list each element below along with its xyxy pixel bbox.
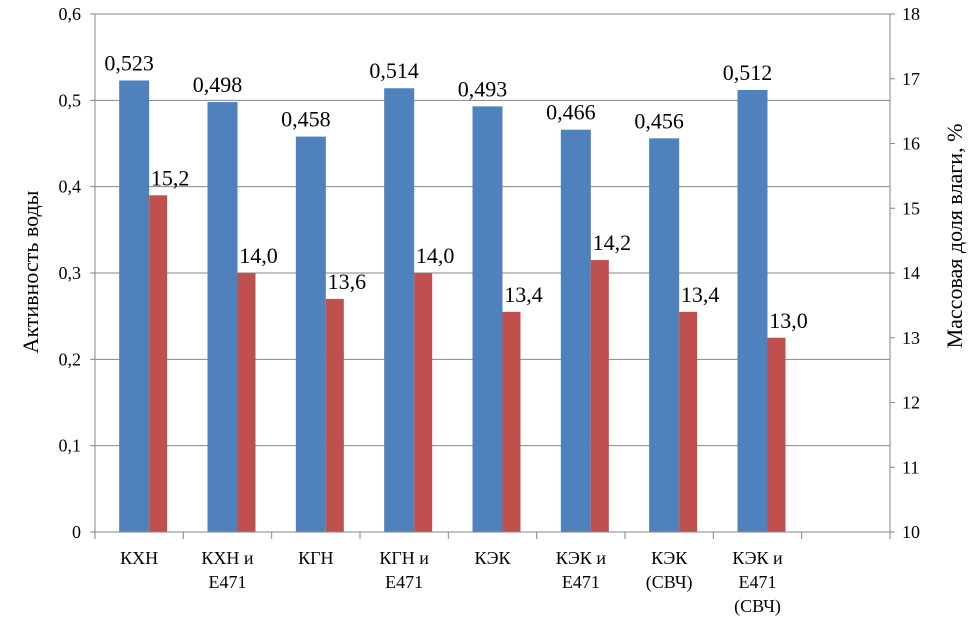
bar-moisture [590,260,609,532]
y-tick-label-right: 18 [902,4,920,24]
data-label-moisture: 14,0 [239,243,278,268]
category-labels: КХН КХН и Е471 КГН КГН и Е471 КЭК КЭК и Е471 КЭК (… [120,548,783,617]
bar-moisture [325,298,344,532]
y-tick-label-left: 0,1 [59,436,82,456]
x-category-label: (СВЧ) [734,596,781,617]
y-tick-label-right: 10 [902,522,920,542]
data-label-water-activity: 0,514 [369,58,419,83]
bar-moisture [414,273,433,532]
x-category-label: Е471 [562,572,600,592]
y-tick-label-left: 0,6 [59,4,82,24]
y-tick-label-right: 11 [902,457,919,477]
x-category-label: Е471 [739,572,777,592]
bar-moisture [679,311,698,532]
bar-water-activity [560,129,591,533]
y-tick-label-left: 0 [72,522,81,542]
bar-water-activity [649,138,680,532]
data-label-moisture: 13,0 [769,308,808,333]
bar-moisture [502,311,521,532]
x-category-label: КГН [298,548,333,568]
y-tick-label-left: 0,4 [59,177,82,197]
x-category-label: (СВЧ) [646,572,693,593]
data-label-moisture: 13,4 [681,282,720,307]
x-category-label: КХН [120,548,158,568]
x-category-label: КХН и [201,548,254,568]
data-label-water-activity: 0,523 [104,50,154,75]
bar-water-activity [295,136,326,533]
data-label-water-activity: 0,466 [546,100,596,125]
bar-water-activity [472,106,503,533]
data-label-water-activity: 0,456 [634,108,684,133]
bar-water-activity [119,80,150,532]
data-label-moisture: 14,0 [416,243,455,268]
x-category-label: КГН и [379,548,429,568]
x-category-label: Е471 [385,572,423,592]
bars [119,80,786,533]
data-label-water-activity: 0,498 [193,72,243,97]
data-label-moisture: 15,2 [151,165,190,190]
bar-water-activity [207,102,238,532]
data-labels: 0,523 15,2 0,498 14,0 0,458 13,6 0,514 14,0 0,49… [104,50,807,332]
x-category-label: КЭК и [732,548,783,568]
data-label-moisture: 14,2 [593,230,632,255]
bar-water-activity [384,88,415,532]
data-label-moisture: 13,4 [504,282,543,307]
y-tick-label-right: 14 [902,263,920,283]
y-axis-title-left: Активность воды [18,190,43,353]
bar-moisture [767,337,786,532]
y-tick-label-left: 0,5 [59,90,82,110]
y-tick-label-right: 15 [902,198,920,218]
bar-moisture [149,195,168,533]
y-tick-label-right: 16 [902,134,920,154]
x-category-label: Е471 [209,572,247,592]
y-tick-label-right: 12 [902,393,920,413]
axes [90,13,895,539]
bar-moisture [237,273,256,532]
data-label-moisture: 13,6 [328,269,367,294]
x-category-label: КЭК и [556,548,607,568]
x-category-label: КЭК [474,548,511,568]
y-tick-label-right: 17 [902,69,920,89]
data-label-water-activity: 0,493 [458,76,508,101]
y-axis-title-right: Массовая доля влаги, % [942,124,967,349]
y-tick-label-left: 0,3 [59,263,82,283]
bar-water-activity [737,89,768,533]
y-tick-label-right: 13 [902,328,920,348]
x-category-label: КЭК [651,548,688,568]
data-label-water-activity: 0,458 [281,107,331,132]
tick-labels: 0 0,1 0,2 0,3 0,4 0,5 0,6 10 11 12 13 14 15 16 17 18 [59,4,921,542]
y-tick-label-left: 0,2 [59,349,82,369]
data-label-water-activity: 0,512 [723,60,773,85]
